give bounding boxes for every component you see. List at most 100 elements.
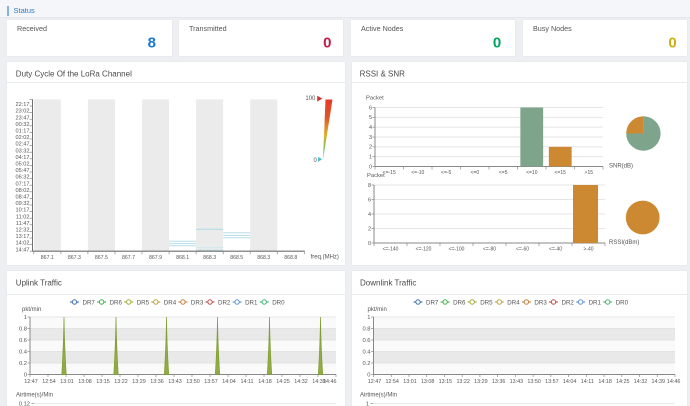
svg-text:0.4: 0.4 xyxy=(362,350,371,356)
svg-text:Status: Status xyxy=(14,6,36,15)
svg-text:13:08: 13:08 xyxy=(78,379,92,385)
svg-text:14:46: 14:46 xyxy=(323,379,337,385)
svg-text:DR5: DR5 xyxy=(137,299,150,306)
svg-text:DR4: DR4 xyxy=(507,299,520,306)
svg-text:Active Nodes: Active Nodes xyxy=(361,24,404,33)
svg-text:14:18: 14:18 xyxy=(258,379,272,385)
svg-text:pkt/min: pkt/min xyxy=(22,307,41,313)
svg-text:14:18: 14:18 xyxy=(598,379,612,385)
svg-text:8: 8 xyxy=(148,35,156,52)
svg-text:13:01: 13:01 xyxy=(60,379,74,385)
svg-text:02:02: 02:02 xyxy=(16,135,30,141)
svg-text:11:47: 11:47 xyxy=(16,221,30,227)
svg-text:Duty Cycle Of the LoRa Channel: Duty Cycle Of the LoRa Channel xyxy=(16,69,132,78)
svg-text:Airtime(s)/Min: Airtime(s)/Min xyxy=(360,393,397,399)
svg-text:14:11: 14:11 xyxy=(240,379,253,385)
svg-text:06:32: 06:32 xyxy=(16,175,30,181)
svg-text:14:25: 14:25 xyxy=(276,379,290,385)
svg-text:0: 0 xyxy=(367,373,370,379)
svg-text:14:11: 14:11 xyxy=(581,379,594,385)
svg-text:12:54: 12:54 xyxy=(42,379,56,385)
svg-text:0.2: 0.2 xyxy=(362,361,370,367)
svg-text:12:47: 12:47 xyxy=(24,379,38,385)
svg-text:Uplink Traffic: Uplink Traffic xyxy=(16,279,62,288)
svg-text:Packet: Packet xyxy=(366,96,384,102)
svg-text:0.6: 0.6 xyxy=(19,338,27,344)
svg-text:Received: Received xyxy=(17,24,47,33)
svg-text:08:47: 08:47 xyxy=(16,195,30,201)
svg-text:12:54: 12:54 xyxy=(385,379,399,385)
svg-text:14:04: 14:04 xyxy=(563,379,577,385)
svg-text:6: 6 xyxy=(369,105,372,111)
svg-text:0.8: 0.8 xyxy=(362,327,370,333)
svg-text:0: 0 xyxy=(493,35,501,52)
svg-text:03:32: 03:32 xyxy=(16,148,30,154)
svg-text:11:02: 11:02 xyxy=(16,214,30,220)
svg-text:12:47: 12:47 xyxy=(368,379,382,385)
svg-text:0: 0 xyxy=(24,373,27,379)
svg-text:DR6: DR6 xyxy=(110,299,123,306)
svg-text:<=10: <=10 xyxy=(526,170,538,176)
svg-text:05:02: 05:02 xyxy=(16,162,30,168)
svg-text:<=-10: <=-10 xyxy=(411,170,424,176)
svg-text:867.9: 867.9 xyxy=(149,255,162,261)
svg-text:868.5: 868.5 xyxy=(230,255,243,261)
svg-text:10:17: 10:17 xyxy=(16,208,30,214)
svg-text:<=5: <=5 xyxy=(499,170,508,176)
svg-text:13:50: 13:50 xyxy=(186,379,200,385)
svg-text:13:43: 13:43 xyxy=(168,379,182,385)
svg-text:Airtime(s)/Min: Airtime(s)/Min xyxy=(16,393,53,399)
svg-text:4: 4 xyxy=(369,125,372,131)
svg-text:04:17: 04:17 xyxy=(16,155,30,161)
svg-text:Downlink Traffic: Downlink Traffic xyxy=(360,279,416,288)
svg-text:DR1: DR1 xyxy=(589,299,602,306)
svg-text:DR7: DR7 xyxy=(83,299,96,306)
svg-text:14:46: 14:46 xyxy=(667,379,681,385)
svg-text:<=-5: <=-5 xyxy=(441,170,452,176)
svg-text:14:04: 14:04 xyxy=(222,379,236,385)
svg-text:867.1: 867.1 xyxy=(41,255,54,261)
svg-text:13:15: 13:15 xyxy=(439,379,453,385)
svg-text:1: 1 xyxy=(24,315,27,321)
svg-text:13:57: 13:57 xyxy=(545,379,559,385)
svg-text:14:39: 14:39 xyxy=(652,379,666,385)
svg-text:pkt/min: pkt/min xyxy=(368,307,387,313)
svg-text:0: 0 xyxy=(369,164,372,170)
svg-text:6: 6 xyxy=(368,197,371,203)
svg-text:13:50: 13:50 xyxy=(527,379,541,385)
svg-text:DR5: DR5 xyxy=(480,299,493,306)
svg-text:868.1: 868.1 xyxy=(176,255,189,261)
svg-text:23:47: 23:47 xyxy=(16,115,30,121)
svg-text:0: 0 xyxy=(668,35,676,52)
svg-text:DR2: DR2 xyxy=(562,299,575,306)
svg-text:4: 4 xyxy=(368,212,371,218)
svg-text:867.3: 867.3 xyxy=(68,255,81,261)
svg-text:868.3: 868.3 xyxy=(203,255,216,261)
svg-text:100: 100 xyxy=(305,96,316,102)
svg-text:867.7: 867.7 xyxy=(122,255,135,261)
svg-text:1: 1 xyxy=(366,402,369,406)
svg-text:>15: >15 xyxy=(585,170,594,176)
svg-text:0.4: 0.4 xyxy=(19,350,28,356)
svg-text:2: 2 xyxy=(369,145,372,151)
svg-text:13:01: 13:01 xyxy=(403,379,417,385)
svg-text:00:32: 00:32 xyxy=(16,122,30,128)
svg-text:13:15: 13:15 xyxy=(96,379,110,385)
svg-text:0: 0 xyxy=(313,158,317,164)
svg-text:13:43: 13:43 xyxy=(510,379,524,385)
svg-text:14:25: 14:25 xyxy=(616,379,630,385)
svg-text:DR0: DR0 xyxy=(272,299,285,306)
svg-text:<=-100: <=-100 xyxy=(449,247,465,253)
svg-text:DR4: DR4 xyxy=(164,299,177,306)
svg-text:867.5: 867.5 xyxy=(95,255,108,261)
svg-text:07:17: 07:17 xyxy=(16,181,30,187)
svg-text:<=-120: <=-120 xyxy=(416,247,432,253)
svg-text:13:29: 13:29 xyxy=(132,379,146,385)
svg-text:<=-80: <=-80 xyxy=(483,247,496,253)
svg-text:14:39: 14:39 xyxy=(312,379,326,385)
svg-text:8: 8 xyxy=(368,183,371,189)
svg-text:13:08: 13:08 xyxy=(421,379,435,385)
svg-text:12:32: 12:32 xyxy=(16,228,30,234)
svg-text:DR3: DR3 xyxy=(191,299,204,306)
svg-text:DR1: DR1 xyxy=(245,299,258,306)
